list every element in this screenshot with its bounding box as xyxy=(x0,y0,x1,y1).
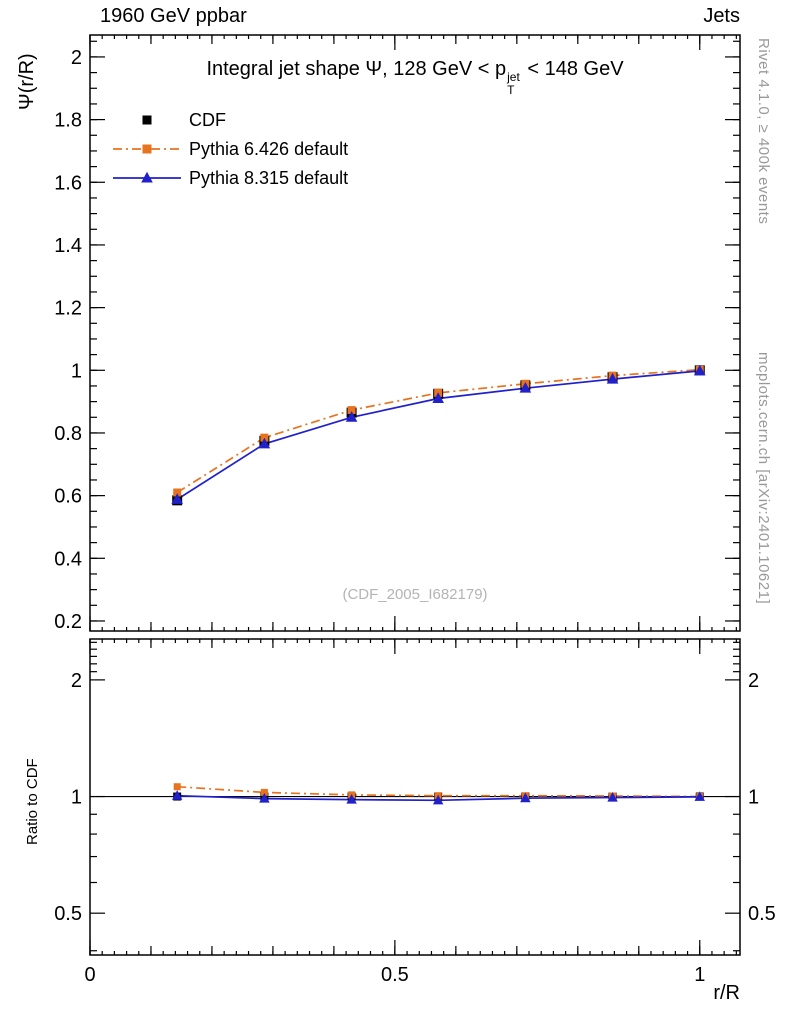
analysis-id-watermark: (CDF_2005_I682179) xyxy=(342,586,488,603)
x-axis-label: r/R xyxy=(713,982,740,1004)
pt-jet-symbol: jet T xyxy=(507,71,520,96)
ratio-point-marker xyxy=(607,791,618,802)
tick-label: 0.5 xyxy=(748,903,776,925)
ratio-point-marker xyxy=(346,794,357,804)
tick-label: 1 xyxy=(748,787,759,809)
legend-label: CDF xyxy=(189,110,226,130)
series-markers-cdf xyxy=(172,365,705,506)
ratio-point-marker xyxy=(259,792,270,803)
data-point-marker xyxy=(173,488,182,497)
tick-label: 0.5 xyxy=(54,903,82,925)
ratio-markers-pythia-8-315-default xyxy=(171,790,705,805)
analysis-group-label: Jets xyxy=(703,5,740,27)
plot-title-post: < 148 GeV xyxy=(521,58,624,80)
tick-label: 1 xyxy=(71,787,82,809)
tick-label: 1.6 xyxy=(54,172,82,194)
legend-label: Pythia 8.315 default xyxy=(189,168,348,188)
ratio-point-marker xyxy=(432,794,444,805)
ratio-point-marker xyxy=(520,792,531,803)
tick-label: 0 xyxy=(84,964,95,986)
plot-title-pre: Integral jet shape Ψ, 128 GeV < p xyxy=(206,58,507,80)
tick-label: 1.4 xyxy=(54,235,82,257)
tick-label: 0.8 xyxy=(54,423,82,445)
plot-title: Integral jet shape Ψ, 128 GeV < p jet T < … xyxy=(90,58,740,96)
tick-label: 0.5 xyxy=(381,964,409,986)
series-markers-pythia-8-315-default xyxy=(171,364,706,504)
legend-marker-triangle-icon xyxy=(141,171,153,183)
tick-label: 0.2 xyxy=(54,611,82,633)
data-point-marker xyxy=(258,437,271,449)
series-line-pythia-6-426-default xyxy=(176,368,700,494)
data-point-marker xyxy=(432,392,444,403)
data-point-marker xyxy=(260,433,269,442)
legend-entry-pythia-6-426-default: Pythia 6.426 default xyxy=(113,139,348,159)
series-markers-pythia-6-426-default xyxy=(173,365,704,497)
data-point-marker xyxy=(171,493,183,504)
legend-marker-square-icon xyxy=(142,115,152,125)
data-point-marker xyxy=(606,372,619,384)
mcplots-reference-note: mcplots.cern.ch [arXiv:2401.10621] xyxy=(755,352,772,605)
legend-marker-square-icon xyxy=(142,144,152,154)
data-series xyxy=(90,364,740,805)
tick-label: 2 xyxy=(71,47,82,69)
data-point-marker xyxy=(519,381,532,393)
legend: CDF Pythia 6.426 default Pythia 8.315 defa… xyxy=(113,110,348,188)
tick-label: 1 xyxy=(71,360,82,382)
y-axis-label-main: Ψ(r/R) xyxy=(16,53,38,110)
ratio-point-marker xyxy=(171,790,183,800)
tick-label: 0.4 xyxy=(54,548,82,570)
data-point-marker xyxy=(693,364,706,376)
ratio-point-marker xyxy=(694,791,705,801)
tick-label: 1.2 xyxy=(54,298,82,320)
data-point-marker xyxy=(347,406,356,415)
legend-entry-cdf: CDF xyxy=(142,110,226,130)
main-panel-frame xyxy=(89,34,741,632)
tick-label: 0.6 xyxy=(54,486,82,508)
pt-superscript: jet xyxy=(507,70,520,84)
tick-label: 2 xyxy=(71,670,82,692)
legend-entry-pythia-8-315-default: Pythia 8.315 default xyxy=(113,168,348,188)
y-axis-label-ratio: Ratio to CDF xyxy=(24,758,41,845)
pt-subscript: T xyxy=(507,82,515,97)
ratio-point-marker xyxy=(260,788,268,796)
tick-label: 2 xyxy=(748,670,759,692)
tick-label: 1 xyxy=(694,964,705,986)
data-point-marker xyxy=(345,411,358,422)
ratio-point-marker xyxy=(173,783,181,791)
tick-label: 1.8 xyxy=(54,110,82,132)
legend-label: Pythia 6.426 default xyxy=(189,139,348,159)
rivet-version-note: Rivet 4.1.0, ≥ 400k events xyxy=(755,38,772,225)
beam-info-label: 1960 GeV ppbar xyxy=(100,5,247,27)
